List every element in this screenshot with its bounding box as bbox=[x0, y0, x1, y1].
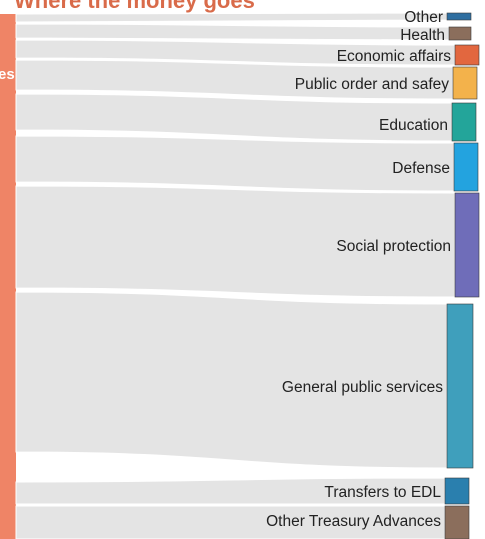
node-label-other: Other bbox=[404, 9, 443, 26]
node-label-transfers-to-edl: Transfers to EDL bbox=[324, 484, 441, 501]
node-label-economic-affairs: Economic affairs bbox=[337, 48, 452, 65]
source-node-bar bbox=[0, 14, 16, 539]
node-bar-transfers-to-edl bbox=[444, 477, 470, 505]
flow-link-health bbox=[15, 23, 450, 41]
flow-link-other bbox=[15, 12, 448, 23]
node-bar-public-order-and-safey bbox=[452, 66, 478, 100]
source-node-label: es bbox=[0, 66, 15, 83]
chart-title: Where the money goes bbox=[14, 0, 255, 13]
node-bar-other-treasury-advances bbox=[444, 505, 470, 539]
node-bar-defense bbox=[453, 142, 479, 192]
node-label-public-order-and-safey: Public order and safey bbox=[295, 76, 449, 93]
node-bar-general-public-services bbox=[446, 303, 474, 469]
node-label-defense: Defense bbox=[392, 160, 450, 177]
node-bar-education bbox=[451, 102, 477, 142]
node-bar-economic-affairs bbox=[454, 44, 480, 66]
node-label-education: Education bbox=[379, 117, 448, 134]
node-label-social-protection: Social protection bbox=[336, 238, 451, 255]
flow-link-other-treasury-advances bbox=[15, 505, 446, 539]
node-bar-health bbox=[448, 26, 472, 41]
node-label-other-treasury-advances: Other Treasury Advances bbox=[266, 513, 441, 530]
node-label-general-public-services: General public services bbox=[282, 379, 443, 396]
node-bar-social-protection bbox=[454, 192, 480, 298]
flow-link-defense bbox=[15, 135, 455, 192]
node-label-health: Health bbox=[400, 27, 445, 44]
node-bar-other bbox=[446, 12, 472, 21]
